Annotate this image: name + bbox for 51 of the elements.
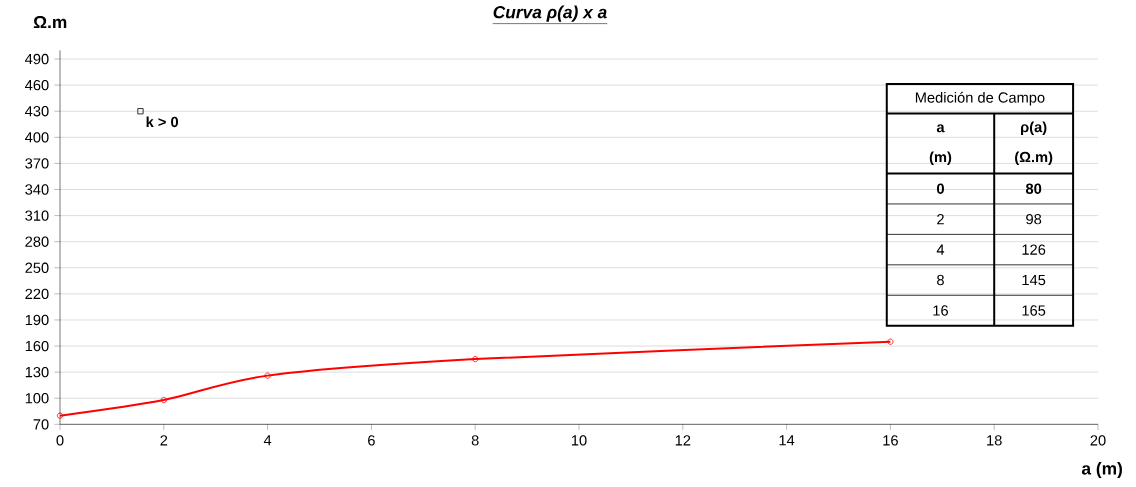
y-tick-label: 430	[25, 106, 49, 117]
y-tick-label: 160	[25, 340, 49, 352]
annotation: 165	[1022, 305, 1046, 316]
y-tick-label: 250	[25, 262, 49, 273]
point	[264, 372, 271, 379]
annotation: Medición de Campo	[915, 91, 1045, 106]
annotation: a	[936, 124, 945, 133]
x-tick-label: 14	[779, 435, 795, 446]
annotation: 0	[936, 183, 944, 194]
x-tick-label: 10	[571, 435, 587, 446]
y-tick-label: 460	[25, 79, 49, 91]
chart-title: Curva ρ(a) x a	[493, 5, 607, 22]
annotation: 8	[937, 274, 944, 286]
point	[160, 396, 167, 404]
y-tick-label: 190	[25, 314, 49, 326]
y-tick-label: 130	[25, 366, 49, 378]
x-tick-label: 12	[675, 435, 691, 446]
point	[472, 356, 479, 363]
annotation: 4	[936, 244, 945, 255]
y-tick-label: 220	[25, 288, 49, 300]
x-tick-label: 2	[160, 435, 168, 446]
series-label: k > 0	[146, 116, 179, 128]
annotation: ρ(a)	[1021, 121, 1047, 136]
point	[887, 338, 894, 345]
annotation: 80	[1025, 183, 1042, 194]
annotation: (m)	[929, 151, 952, 166]
annotation: 16	[933, 305, 948, 316]
annotation: 98	[1026, 213, 1042, 225]
y-axis-title: Ω.m	[33, 15, 67, 29]
annotation: 145	[1022, 274, 1046, 286]
x-tick-label: 20	[1090, 435, 1106, 446]
y-tick-label: 490	[25, 53, 49, 65]
x-tick-label: 0	[56, 435, 64, 446]
x-tick-label: 18	[987, 435, 1002, 446]
y-tick-label: 340	[25, 184, 49, 195]
y-tick-label: 370	[25, 158, 49, 169]
annotation: (Ω.m)	[1015, 151, 1053, 166]
point	[56, 412, 64, 419]
x-tick-label: 16	[883, 435, 898, 446]
point	[137, 108, 144, 115]
annotation: 2	[937, 214, 944, 225]
y-tick-label: 100	[25, 393, 49, 404]
annotation: 126	[1022, 244, 1046, 255]
x-tick-label: 6	[368, 435, 375, 446]
x-axis-title: a (m)	[1081, 461, 1122, 479]
y-tick-label: 310	[25, 210, 49, 221]
y-tick-label: 70	[33, 419, 49, 430]
y-tick-label: 280	[25, 236, 49, 247]
x-tick-label: 8	[471, 435, 479, 446]
x-tick-label: 4	[263, 435, 272, 446]
y-tick-label: 400	[25, 132, 49, 143]
